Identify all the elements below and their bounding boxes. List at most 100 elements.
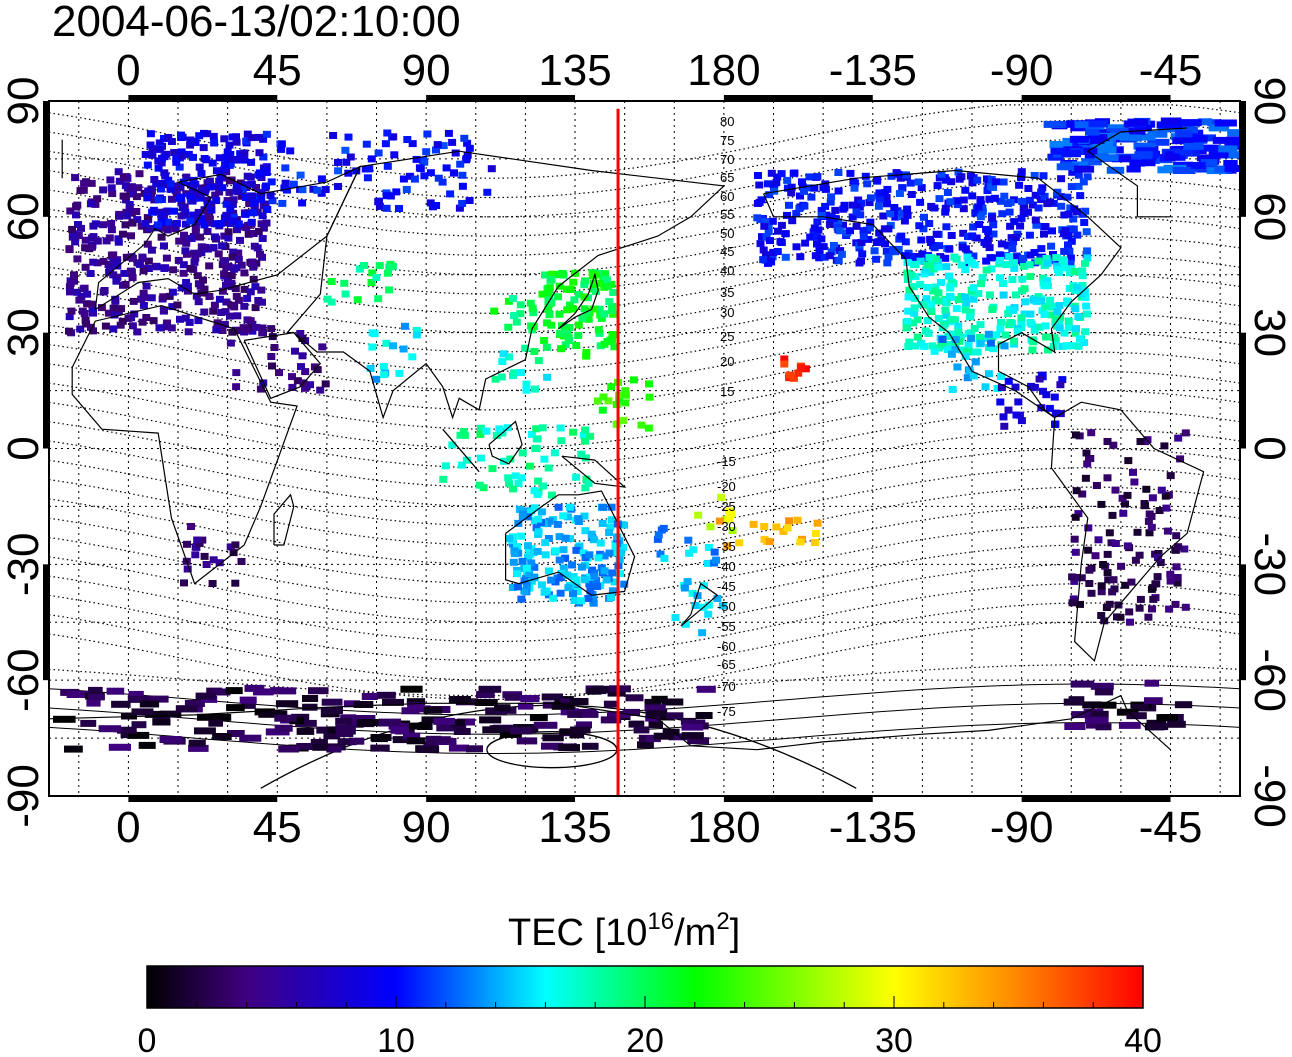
tec-cell — [1046, 296, 1055, 304]
tec-cell — [1042, 303, 1050, 311]
tec-cell — [1071, 548, 1080, 556]
tec-cell — [221, 258, 230, 266]
tec-cell — [105, 234, 114, 242]
tec-cell — [511, 472, 520, 480]
tec-cell — [1083, 147, 1098, 155]
tec-cell — [533, 547, 542, 555]
tec-cell — [1010, 264, 1019, 272]
contour-label: 20 — [720, 354, 734, 369]
tec-cell — [1060, 247, 1069, 255]
tec-cell — [268, 362, 276, 370]
tec-cell — [226, 704, 245, 712]
tec-cell — [340, 279, 349, 287]
tec-cell — [1086, 721, 1100, 729]
tec-cell — [1069, 135, 1089, 143]
tec-cell — [984, 232, 993, 240]
tec-cell — [865, 224, 874, 232]
tec-cell — [233, 312, 242, 320]
tec-cell — [128, 731, 150, 739]
tec-cell — [998, 210, 1007, 218]
tec-cell — [1078, 272, 1087, 280]
tec-cell — [159, 736, 182, 743]
coastline — [488, 420, 523, 465]
tec-cell — [683, 578, 692, 586]
tec-cell — [216, 220, 225, 227]
tec-cell — [1183, 142, 1204, 150]
tec-cell — [513, 570, 521, 578]
tec-cell — [158, 210, 167, 218]
tec-cell — [554, 293, 562, 301]
tec-cell — [968, 192, 977, 200]
tec-cell — [80, 719, 97, 727]
tec-cell — [1174, 543, 1183, 551]
tec-cell — [971, 209, 980, 217]
tec-cell — [930, 347, 939, 355]
tec-cell — [129, 297, 138, 305]
tec-cell — [834, 257, 843, 265]
tec-cell — [999, 279, 1007, 287]
tec-cell — [941, 306, 950, 314]
tec-cell — [203, 130, 212, 138]
tec-cell — [262, 130, 271, 138]
tec-cell — [433, 141, 442, 149]
tec-cell — [969, 372, 978, 380]
tec-cell — [143, 214, 152, 222]
tec-cell — [226, 205, 235, 213]
tec-cell — [580, 281, 589, 289]
tec-cell — [541, 551, 550, 559]
tec-cell — [1044, 346, 1052, 354]
tec-cell — [215, 154, 224, 162]
tec-cell — [1003, 241, 1012, 249]
tec-cell — [996, 274, 1004, 282]
tec-cell — [504, 693, 521, 701]
tec-cell — [931, 283, 940, 291]
tec-cell — [278, 199, 287, 207]
tec-cell — [77, 293, 86, 300]
tec-cell — [534, 477, 543, 485]
tec-cell — [392, 736, 409, 744]
tec-cell — [225, 141, 234, 149]
x-bottom-tick-label: 135 — [538, 803, 611, 852]
tec-cell — [455, 204, 464, 212]
tec-cell — [186, 192, 195, 200]
tec-cell — [1135, 551, 1144, 559]
tec-cell — [1148, 494, 1157, 502]
tec-cell — [162, 254, 171, 262]
tec-cell — [951, 336, 960, 343]
tec-cell — [1161, 492, 1170, 500]
tec-cell — [1155, 507, 1164, 514]
tec-cell — [395, 205, 403, 212]
tec-cell — [196, 233, 204, 241]
tec-cell — [1180, 545, 1189, 553]
tec-cell — [99, 221, 108, 229]
tec-cell — [390, 726, 409, 734]
tec-cell — [1034, 293, 1043, 301]
tec-cell — [218, 184, 227, 192]
tec-cell — [152, 718, 171, 726]
tec-cell — [1085, 566, 1094, 574]
tec-cell — [1123, 542, 1132, 550]
tec-cell — [569, 590, 577, 597]
tec-cell — [248, 192, 256, 200]
tec-cell — [780, 355, 789, 363]
tec-cell — [425, 735, 442, 743]
tec-cell — [1144, 679, 1159, 687]
tec-cell — [318, 343, 327, 351]
tec-cell — [990, 194, 999, 202]
tec-cell — [150, 196, 159, 204]
tec-cell — [577, 450, 586, 458]
tec-cell — [976, 213, 985, 221]
tec-cell — [187, 181, 195, 189]
tec-cell — [594, 554, 603, 562]
tec-cell — [194, 727, 216, 735]
tec-cell — [212, 167, 221, 175]
tec-cell — [544, 305, 553, 313]
tec-cell — [1087, 429, 1096, 437]
tec-cell — [232, 133, 240, 141]
tec-cell — [237, 558, 246, 565]
tec-cell — [1017, 319, 1026, 327]
tec-cell — [321, 707, 343, 714]
tec-cell — [989, 184, 998, 191]
tec-cell — [957, 173, 966, 181]
tec-cell — [1042, 333, 1051, 341]
